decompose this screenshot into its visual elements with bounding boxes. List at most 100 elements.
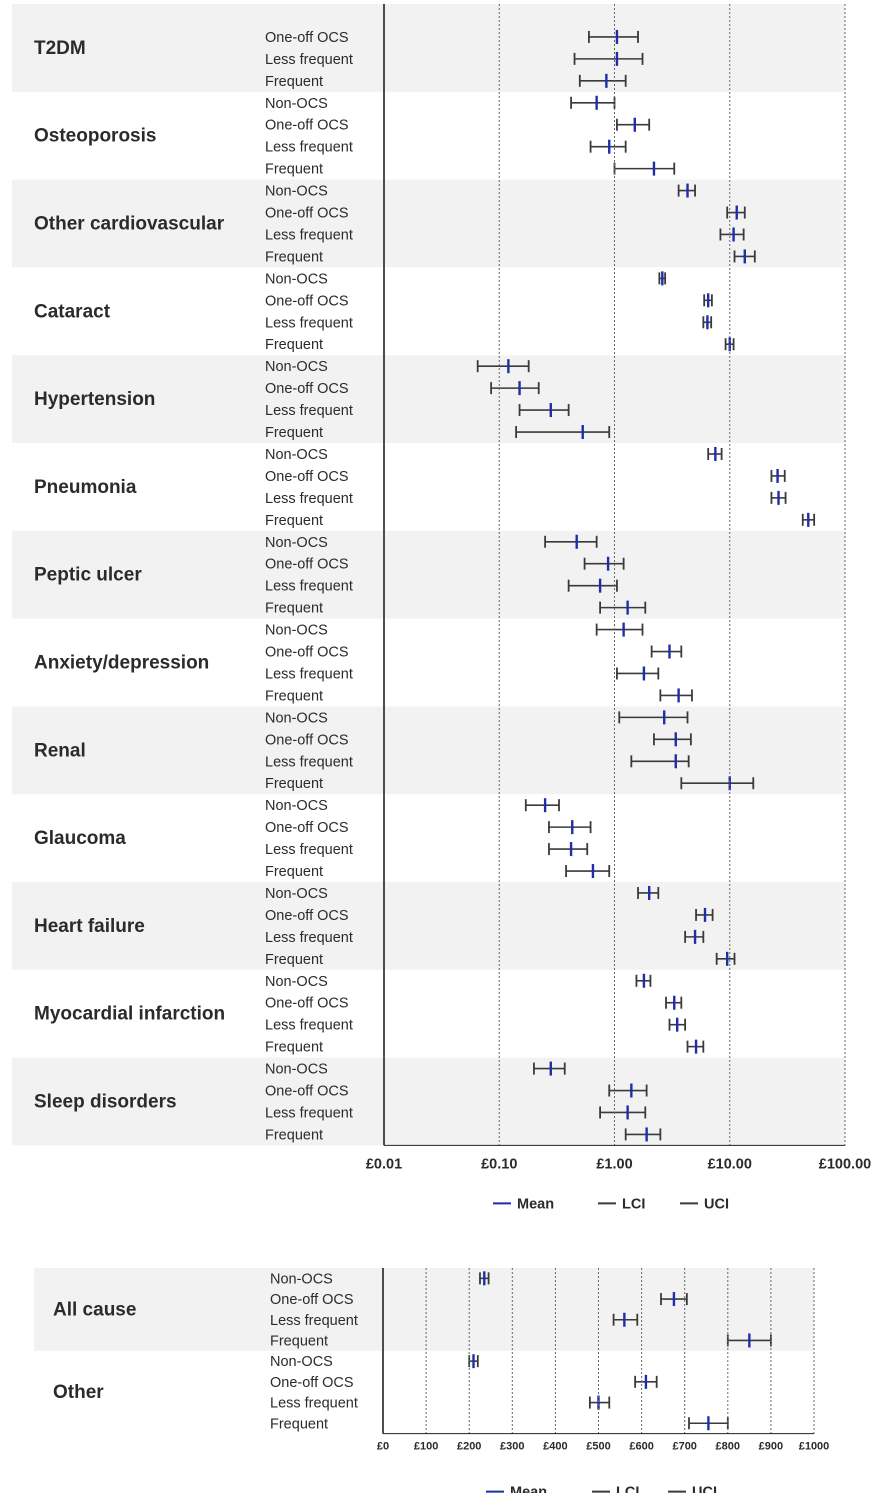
row-label: Less frequent [265,842,353,858]
legend-item-uci: UCI [704,1196,729,1212]
group-glaucoma: Glaucoma Non-OCS One-off OCS Less frequent F… [34,798,611,880]
row-frequent: Frequent [265,425,611,441]
x-tick-label: £500 [586,1441,610,1453]
row-less-frequent: Less frequent [265,666,660,682]
x-tick-label: £700 [672,1441,696,1453]
row-one-off-ocs: One-off OCS [265,820,592,836]
row-label: One-off OCS [265,206,349,222]
row-non-ocs: Non-OCS [265,885,660,902]
row-one-off-ocs: One-off OCS [265,29,639,46]
row-label: Non-OCS [265,96,328,112]
row-label: One-off OCS [265,820,349,836]
row-frequent: Frequent [265,600,647,617]
group-label: Sleep disorders [34,1092,177,1113]
row-frequent: Frequent [270,1416,729,1432]
row-less-frequent: Less frequent [270,1395,611,1412]
row-label: One-off OCS [265,996,349,1012]
row-label: Less frequent [265,754,353,770]
row-one-off-ocs: One-off OCS [265,468,786,485]
forest-panel-2: All cause Non-OCS One-off OCS Less frequent… [34,1268,829,1493]
group-peptic-ulcer: Peptic ulcer Non-OCS One-off OCS Less frequ… [12,530,845,619]
row-one-off-ocs: One-off OCS [270,1374,658,1391]
row-label: One-off OCS [265,557,349,573]
x-tick-label: £0.10 [481,1156,517,1172]
row-one-off-ocs: One-off OCS [265,117,651,134]
group-label: Other cardiovascular [34,214,225,235]
group-cataract: Cataract Non-OCS One-off OCS Less frequent F… [34,271,735,353]
row-label: One-off OCS [265,293,349,309]
group-t2dm: T2DM One-off OCS Less frequent Frequent [12,4,845,92]
x-tick-label: £300 [500,1441,524,1453]
row-label: Non-OCS [265,359,328,375]
row-label: Less frequent [265,491,353,507]
group-label: Hypertension [34,389,155,410]
row-less-frequent: Less frequent [265,139,627,156]
group-other: Other Non-OCS One-off OCS Less frequent Freq… [53,1354,729,1432]
x-tick-label: £0 [377,1441,389,1453]
row-label: Frequent [265,162,323,178]
row-label: Less frequent [265,315,353,331]
row-frequent: Frequent [265,951,736,968]
group-label: Glaucoma [34,828,126,849]
x-tick-label: £400 [543,1441,567,1453]
row-non-ocs: Non-OCS [265,973,652,990]
row-one-off-ocs: One-off OCS [265,995,683,1012]
row-label: One-off OCS [265,381,349,397]
group-band [12,530,845,619]
row-label: Frequent [265,74,323,90]
row-label: One-off OCS [265,1084,349,1100]
row-non-ocs: Non-OCS [265,183,696,200]
row-less-frequent: Less frequent [265,51,644,68]
row-frequent: Frequent [265,512,816,529]
x-tick-label: £1000 [799,1441,830,1453]
legend-item-lci: LCI [616,1485,639,1493]
row-frequent: Frequent [265,776,755,792]
row-label: One-off OCS [265,118,349,134]
row-label: Frequent [265,688,323,704]
legend: Mean LCI UCI [486,1485,717,1493]
row-one-off-ocs: One-off OCS [270,1292,688,1308]
row-label: Frequent [265,776,323,792]
group-label: Cataract [34,301,111,322]
row-label: Non-OCS [265,886,328,902]
row-one-off-ocs: One-off OCS [265,293,713,309]
group-band [12,179,845,268]
row-label: Less frequent [270,1396,358,1412]
row-label: Less frequent [265,579,353,595]
row-label: Less frequent [265,1105,353,1121]
group-band [34,1268,814,1351]
row-label: Less frequent [265,52,353,68]
legend-item-uci: UCI [692,1485,717,1493]
group-label: All cause [53,1299,136,1320]
group-anxiety-depression: Anxiety/depression Non-OCS One-off OCS Less… [34,622,693,704]
group-label: Myocardial infarction [34,1004,225,1025]
row-frequent: Frequent [265,1039,705,1056]
row-label: Non-OCS [265,535,328,551]
row-label: One-off OCS [270,1292,354,1308]
row-label: Non-OCS [270,1354,333,1370]
row-label: Frequent [265,249,323,265]
row-label: One-off OCS [265,908,349,924]
row-less-frequent: Less frequent [265,1017,687,1034]
row-one-off-ocs: One-off OCS [265,644,683,661]
row-one-off-ocs: One-off OCS [265,1083,648,1100]
row-less-frequent: Less frequent [265,842,589,858]
row-label: Less frequent [265,403,353,419]
row-non-ocs: Non-OCS [270,1271,490,1287]
row-label: Less frequent [270,1313,358,1329]
x-tick-label: £0.01 [366,1156,402,1172]
row-label: Non-OCS [265,447,328,463]
row-less-frequent: Less frequent [265,578,618,595]
row-less-frequent: Less frequent [265,1105,647,1121]
row-less-frequent: Less frequent [265,490,787,507]
group-heart-failure: Heart failure Non-OCS One-off OCS Less freq… [12,882,845,970]
row-one-off-ocs: One-off OCS [265,732,692,748]
row-non-ocs: Non-OCS [265,446,723,463]
row-less-frequent: Less frequent [270,1312,639,1329]
row-one-off-ocs: One-off OCS [265,205,746,222]
x-tick-label: £800 [716,1441,740,1453]
group-label: T2DM [34,38,86,59]
row-label: Non-OCS [270,1271,333,1287]
